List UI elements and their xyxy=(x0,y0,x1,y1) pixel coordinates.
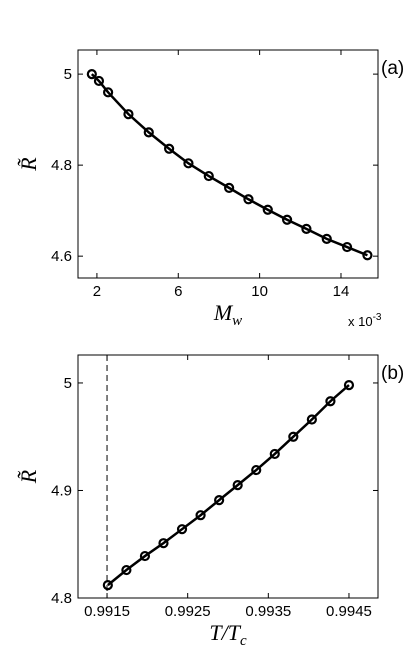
y-tick-label: 4.9 xyxy=(51,482,72,499)
data-point xyxy=(203,170,214,182)
x-axis-label-main: M xyxy=(213,300,234,325)
data-point xyxy=(143,127,154,138)
data-point xyxy=(164,143,175,154)
x-axis-label: T/Tc xyxy=(209,620,247,649)
y-tick-label: 4.8 xyxy=(51,157,72,174)
x-tick-label: 2 xyxy=(93,283,101,300)
data-point xyxy=(362,250,373,261)
data-point xyxy=(102,579,113,591)
y-axis-label: R̃ xyxy=(16,157,41,172)
x-multiplier-exponent: -3 xyxy=(373,312,382,323)
data-point xyxy=(123,109,134,120)
y-tick-label: 4.6 xyxy=(51,248,72,265)
data-point xyxy=(103,87,114,98)
panel-label: (a) xyxy=(381,58,404,79)
plot-frame xyxy=(77,354,379,599)
data-point xyxy=(321,233,332,244)
x-tick-label: 0.9945 xyxy=(326,603,372,620)
y-axis-label: R̃ xyxy=(16,469,41,484)
data-point xyxy=(214,495,225,506)
data-point xyxy=(301,223,312,234)
x-axis-label-main: T/T xyxy=(209,620,241,645)
x-tick-label: 0.9915 xyxy=(84,603,130,620)
x-axis-label: Mw xyxy=(213,300,242,329)
data-point xyxy=(306,414,317,425)
data-point xyxy=(86,69,97,80)
data-point xyxy=(195,510,206,521)
data-point xyxy=(251,464,262,476)
data-point xyxy=(224,182,235,193)
data-point xyxy=(176,524,188,535)
data-point xyxy=(183,158,194,169)
plot-frame xyxy=(77,49,379,279)
data-point xyxy=(232,480,243,491)
data-point xyxy=(139,550,151,562)
data-point xyxy=(341,241,353,253)
y-tick-label: 5 xyxy=(64,66,72,83)
y-tick-label: 5 xyxy=(64,375,72,392)
x-multiplier-base: x 10 xyxy=(348,314,373,329)
x-tick-label: 10 xyxy=(251,283,268,300)
data-point xyxy=(262,204,273,215)
x-axis-label-sub: w xyxy=(232,313,242,329)
data-point xyxy=(243,194,254,205)
y-tick-label: 4.8 xyxy=(51,590,72,607)
data-point xyxy=(325,396,336,407)
x-tick-label: 0.9925 xyxy=(165,603,211,620)
x-tick-label: 0.9935 xyxy=(245,603,291,620)
data-line xyxy=(90,73,368,257)
panel-label: (b) xyxy=(381,363,404,384)
x-tick-label: 14 xyxy=(333,283,350,300)
data-point xyxy=(269,448,280,460)
x-axis-label-sub: c xyxy=(240,633,247,649)
data-point xyxy=(93,75,105,87)
x-multiplier: x 10-3 xyxy=(348,312,382,329)
x-tick-label: 6 xyxy=(174,283,182,300)
data-point xyxy=(121,564,132,576)
data-point xyxy=(343,380,355,391)
data-point xyxy=(288,431,299,442)
data-point xyxy=(281,214,293,225)
data-point xyxy=(158,538,169,549)
